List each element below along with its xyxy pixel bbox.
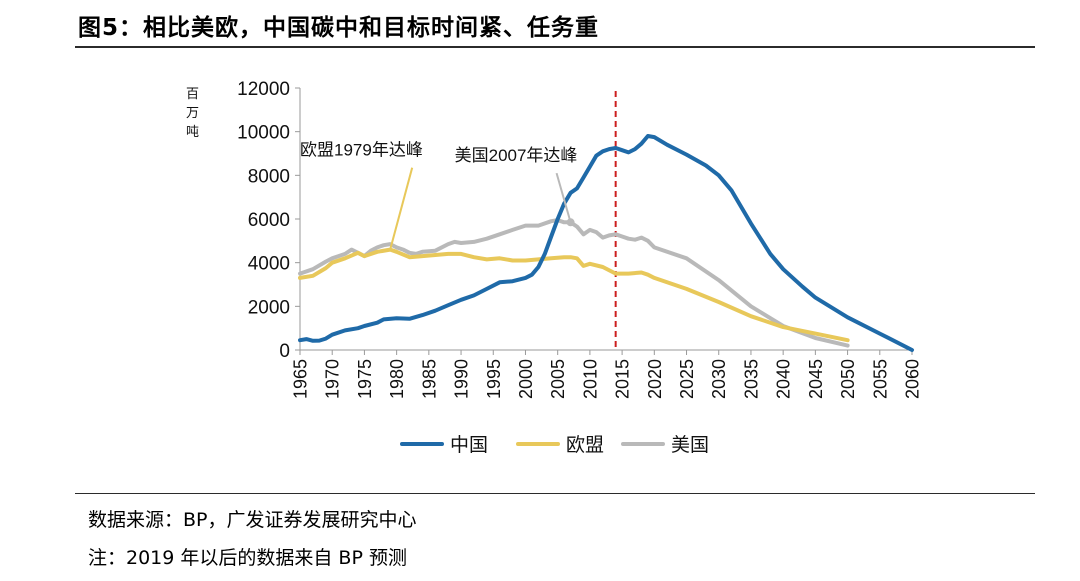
y-tick-label: 0 [279,341,290,362]
x-tick-label: 1985 [419,359,439,399]
x-tick-label: 2035 [741,359,761,399]
x-tick-label: 1980 [387,359,407,399]
annotation-label-eu: 欧盟1979年达峰 [300,141,423,160]
y-tick-label: 10000 [237,123,290,144]
y-tick-label: 12000 [237,79,290,100]
source-rule [75,493,1035,494]
x-tick-label: 1970 [323,359,343,399]
series-layer [298,134,914,352]
legend-label-us: 美国 [671,434,709,456]
x-tick-label: 2010 [580,359,600,399]
y-axis-title: 百万吨 [186,86,199,139]
x-tick-label: 1965 [291,359,311,399]
x-tick-label: 2025 [677,359,697,399]
y-tick-label: 8000 [248,166,290,187]
axes: 0 2000 4000 6000 8000 10000 12000 1965 1970 1975 1… [186,79,923,399]
x-tick-label: 1990 [452,359,472,399]
x-tick-label: 2045 [806,359,826,399]
x-tick-label: 2050 [838,359,858,399]
footnote: 注：2019 年以后的数据来自 BP 预测 [88,547,407,569]
title-rule [75,46,1035,48]
annotation-layer: 欧盟1979年达峰 美国2007年达峰 [300,141,577,250]
emissions-line-chart: 0 2000 4000 6000 8000 10000 12000 1965 1970 1975 1… [186,79,923,456]
x-tick-label: 2000 [516,359,536,399]
x-tick-label: 1975 [355,359,375,399]
y-tick-label: 6000 [248,210,290,231]
annotation-arrow-us [555,172,572,223]
x-tick-label: 2030 [709,359,729,399]
x-tick-label: 2040 [774,359,794,399]
legend: 中国 欧盟 美国 [400,434,709,456]
annotation-arrow-eu [389,167,414,250]
legend-label-eu: 欧盟 [566,434,604,456]
x-tick-label: 2015 [613,359,633,399]
x-tick-label: 2055 [870,359,890,399]
x-tick-label: 2005 [548,359,568,399]
figure-title: 图5：相比美欧，中国碳中和目标时间紧、任务重 [78,15,600,41]
legend-label-china: 中国 [450,434,488,456]
y-tick-label: 2000 [248,297,290,318]
x-tick-label: 1995 [484,359,504,399]
annotation-marker-us [566,218,575,227]
x-tick-label: 2060 [903,359,923,399]
source-note: 数据来源：BP，广发证券发展研究中心 [88,509,417,531]
x-tick-label: 2020 [645,359,665,399]
y-tick-label: 4000 [248,254,290,275]
series-line-eu [298,247,850,343]
series-line-us [298,218,850,348]
series-line-china [298,134,914,352]
annotation-label-us: 美国2007年达峰 [455,146,578,165]
